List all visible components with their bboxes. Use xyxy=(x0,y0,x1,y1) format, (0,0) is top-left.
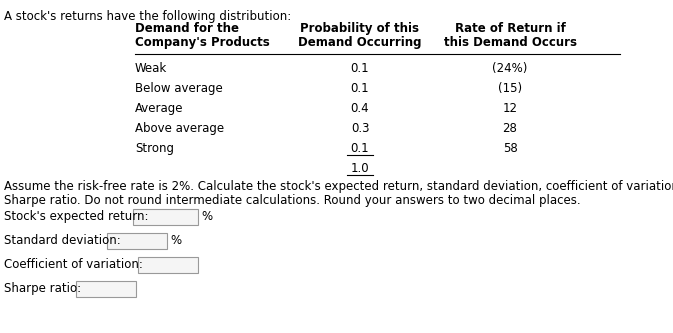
Text: A stock's returns have the following distribution:: A stock's returns have the following dis… xyxy=(4,10,291,23)
Text: 1.0: 1.0 xyxy=(351,162,369,175)
Text: 0.4: 0.4 xyxy=(351,102,369,115)
Text: 12: 12 xyxy=(503,102,518,115)
Text: Below average: Below average xyxy=(135,82,223,95)
FancyBboxPatch shape xyxy=(138,257,198,273)
Text: (15): (15) xyxy=(498,82,522,95)
Text: 0.1: 0.1 xyxy=(351,82,369,95)
Text: 28: 28 xyxy=(503,122,518,135)
Text: 0.3: 0.3 xyxy=(351,122,369,135)
Text: Stock's expected return:: Stock's expected return: xyxy=(4,210,149,223)
Text: Assume the risk-free rate is 2%. Calculate the stock's expected return, standard: Assume the risk-free rate is 2%. Calcula… xyxy=(4,180,673,193)
Text: 0.1: 0.1 xyxy=(351,142,369,155)
Text: Rate of Return if: Rate of Return if xyxy=(454,22,565,35)
Text: Probability of this: Probability of this xyxy=(301,22,419,35)
FancyBboxPatch shape xyxy=(133,209,198,225)
Text: Standard deviation:: Standard deviation: xyxy=(4,234,120,247)
Text: 58: 58 xyxy=(503,142,518,155)
Text: Above average: Above average xyxy=(135,122,224,135)
Text: Sharpe ratio:: Sharpe ratio: xyxy=(4,282,81,295)
FancyBboxPatch shape xyxy=(76,281,136,297)
Text: Company's Products: Company's Products xyxy=(135,36,270,49)
Text: Demand Occurring: Demand Occurring xyxy=(298,36,422,49)
Text: this Demand Occurs: this Demand Occurs xyxy=(444,36,577,49)
Text: Demand for the: Demand for the xyxy=(135,22,239,35)
Text: Coefficient of variation:: Coefficient of variation: xyxy=(4,258,143,271)
FancyBboxPatch shape xyxy=(107,233,167,249)
Text: Average: Average xyxy=(135,102,184,115)
Text: %: % xyxy=(202,210,213,223)
Text: 0.1: 0.1 xyxy=(351,62,369,75)
Text: Weak: Weak xyxy=(135,62,168,75)
Text: %: % xyxy=(171,234,182,247)
Text: Sharpe ratio. Do not round intermediate calculations. Round your answers to two : Sharpe ratio. Do not round intermediate … xyxy=(4,194,581,207)
Text: Strong: Strong xyxy=(135,142,174,155)
Text: (24%): (24%) xyxy=(493,62,528,75)
